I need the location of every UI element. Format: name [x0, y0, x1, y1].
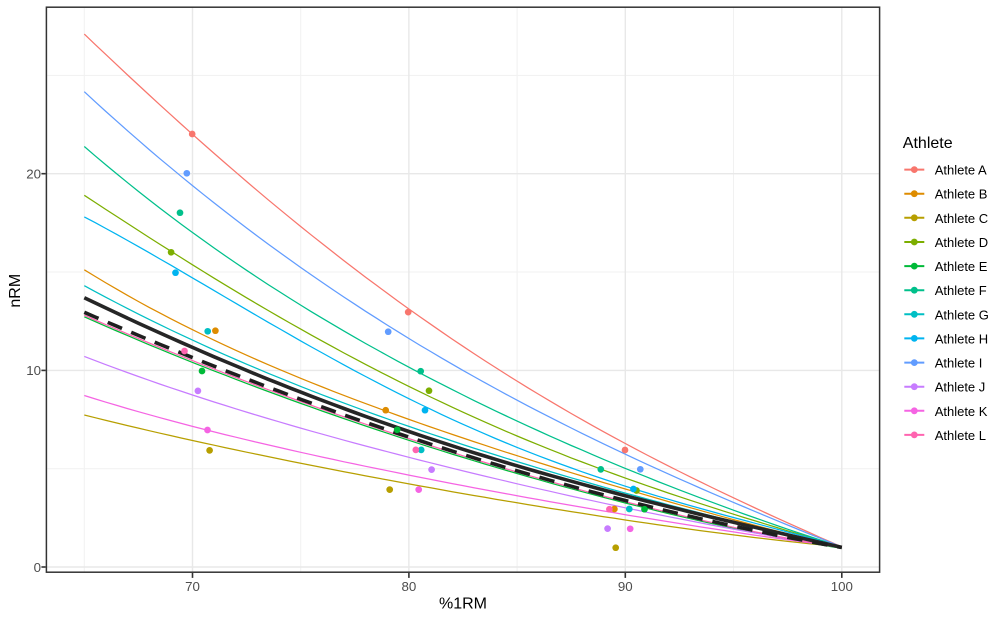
svg-text:Athlete I: Athlete I: [935, 356, 983, 371]
svg-text:20: 20: [26, 167, 41, 182]
svg-text:Athlete C: Athlete C: [935, 211, 988, 226]
svg-text:Athlete F: Athlete F: [935, 283, 987, 298]
svg-text:Athlete: Athlete: [903, 135, 953, 152]
svg-text:Athlete A: Athlete A: [935, 163, 987, 178]
svg-text:Athlete E: Athlete E: [935, 259, 988, 274]
svg-text:10: 10: [26, 363, 41, 378]
svg-text:Athlete H: Athlete H: [935, 331, 988, 346]
svg-text:70: 70: [185, 579, 200, 594]
svg-text:Athlete L: Athlete L: [935, 428, 986, 443]
svg-text:Athlete D: Athlete D: [935, 235, 988, 250]
svg-text:Athlete G: Athlete G: [935, 307, 989, 322]
svg-text:Athlete B: Athlete B: [935, 187, 988, 202]
svg-text:%1RM: %1RM: [439, 596, 487, 613]
svg-text:Athlete K: Athlete K: [935, 404, 988, 419]
svg-text:0: 0: [34, 560, 41, 575]
svg-text:90: 90: [618, 579, 633, 594]
svg-text:Athlete J: Athlete J: [935, 380, 986, 395]
svg-text:nRM: nRM: [7, 274, 24, 308]
svg-text:100: 100: [831, 579, 853, 594]
svg-text:80: 80: [402, 579, 417, 594]
